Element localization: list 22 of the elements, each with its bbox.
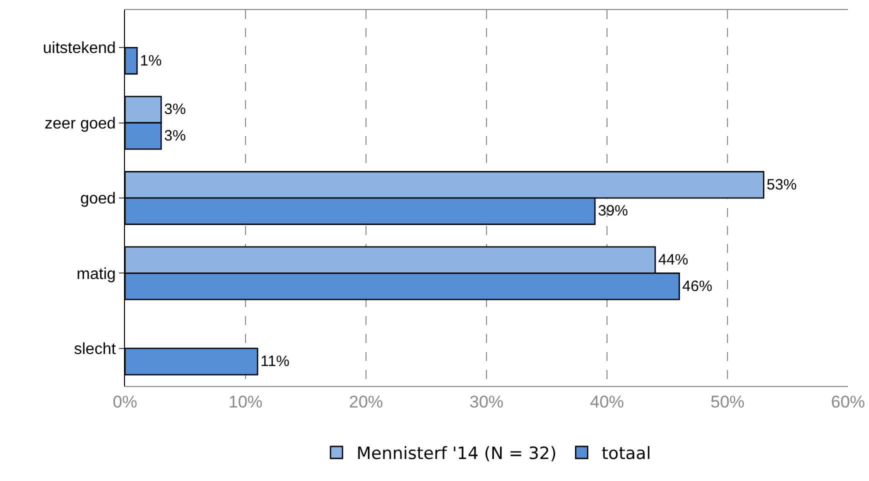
legend-label: totaal <box>602 444 651 464</box>
data-label: 3% <box>164 101 186 118</box>
data-label: 46% <box>682 278 712 295</box>
data-label: 3% <box>164 127 186 144</box>
y-tick-label: goed <box>80 190 116 208</box>
x-tick-label: 40% <box>590 392 624 412</box>
data-label: 1% <box>140 52 162 70</box>
data-label: 44% <box>658 252 688 269</box>
y-tick-label: zeer goed <box>44 115 116 132</box>
x-tick-label: 10% <box>228 392 263 412</box>
x-tick-label: 50% <box>710 392 745 412</box>
x-tick-label: 20% <box>348 392 384 412</box>
y-tick-label: matig <box>76 266 116 283</box>
y-tick-label: slecht <box>74 341 116 358</box>
x-tick-label: 0% <box>112 392 138 412</box>
x-tick-label: 60% <box>830 392 866 412</box>
y-tick-label: uitstekend <box>42 40 116 58</box>
legend-label: Mennisterf '14 (N = 32) <box>356 444 557 464</box>
data-label: 11% <box>260 353 290 370</box>
data-label: 39% <box>598 202 628 220</box>
data-label: 53% <box>766 176 797 194</box>
x-tick-label: 30% <box>469 392 504 412</box>
